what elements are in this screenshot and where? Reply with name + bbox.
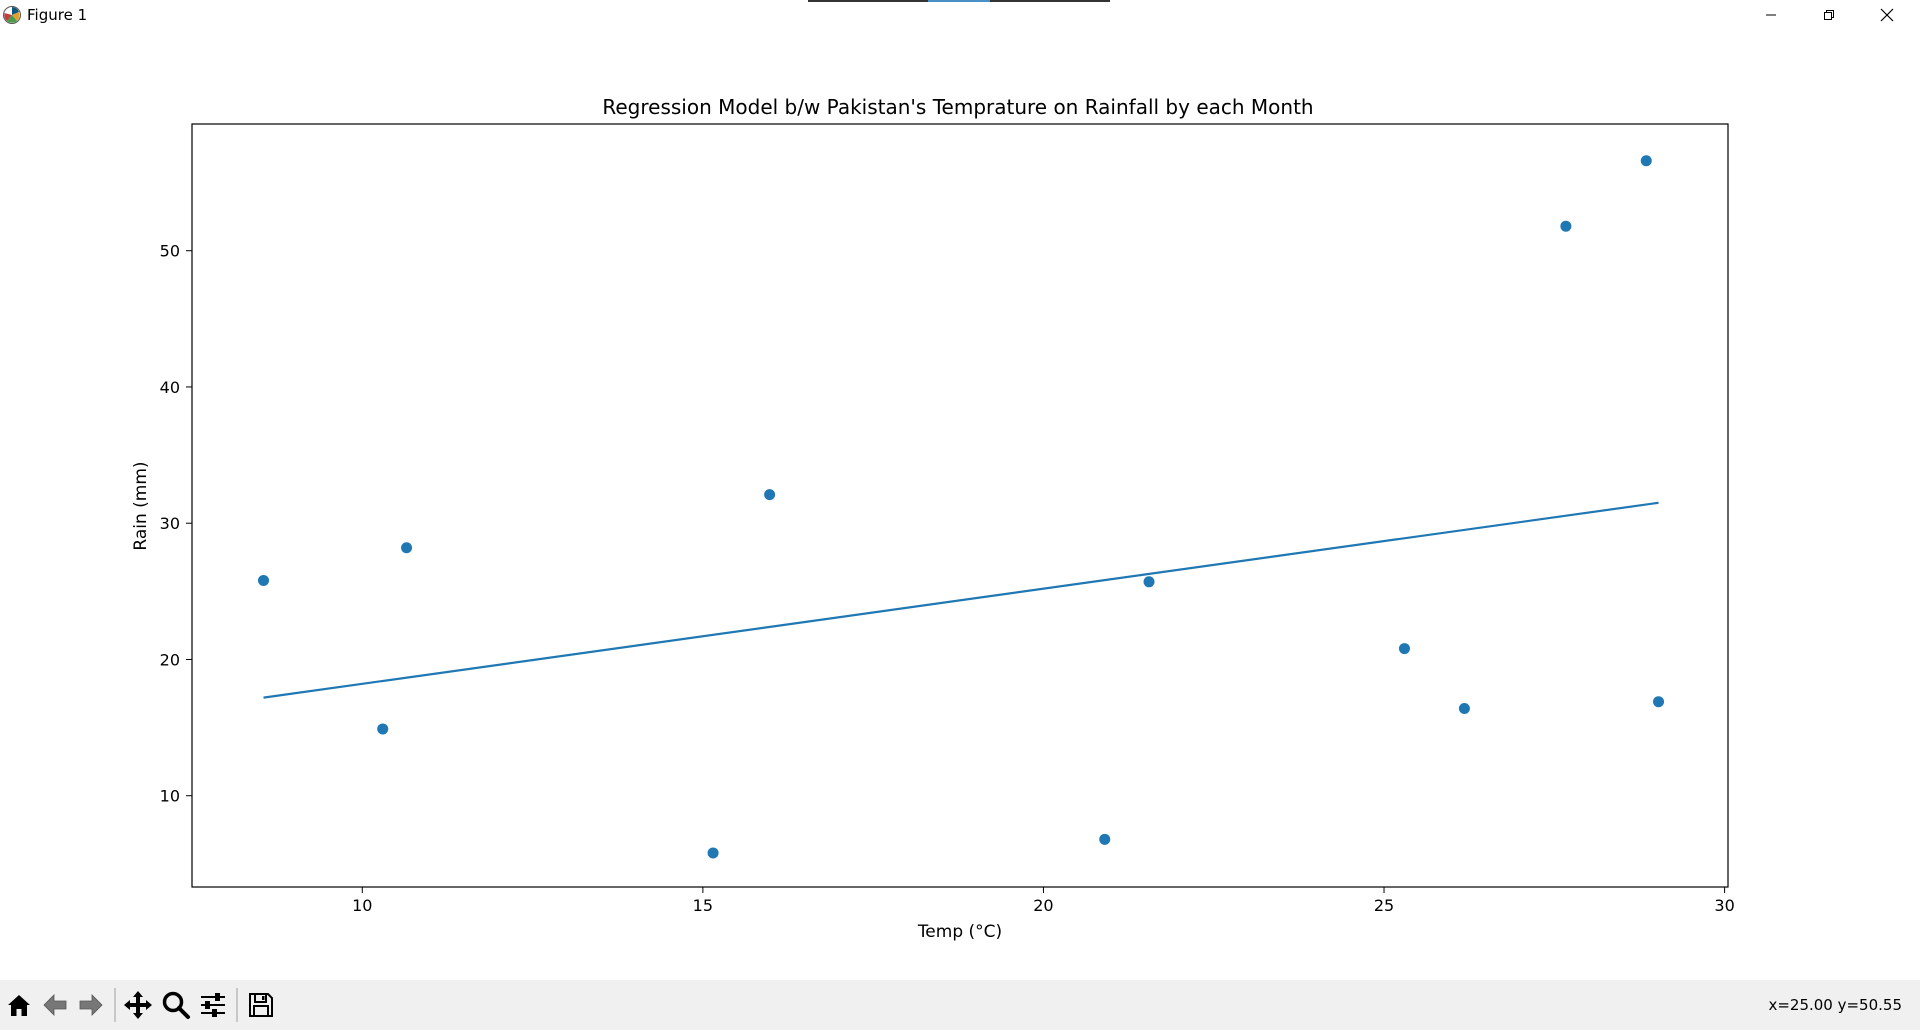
window-title: Figure 1: [27, 6, 88, 24]
axes-frame: [191, 123, 1729, 888]
minimize-button[interactable]: [1742, 0, 1800, 30]
data-point: [707, 847, 719, 859]
regression-line-layer: [263, 501, 1659, 699]
data-point: [1458, 703, 1470, 715]
figure-canvas[interactable]: Regression Model b/w Pakistan's Tempratu…: [0, 30, 1920, 980]
zoom-button[interactable]: [159, 988, 193, 1022]
title-bar[interactable]: Figure 1: [0, 0, 1920, 30]
data-point: [1398, 643, 1410, 655]
x-tick-label: 15: [693, 896, 713, 915]
data-point: [258, 574, 270, 586]
y-tick-label: 30: [160, 514, 180, 533]
x-axis-label: Temp (°C): [917, 922, 1002, 942]
cursor-coordinates: x=25.00 y=50.55: [1768, 996, 1902, 1014]
floppy-disk-icon: [249, 993, 273, 1017]
restore-icon: [1824, 10, 1834, 20]
toolbar-separator: [236, 988, 238, 1022]
y-tick-label: 10: [160, 787, 180, 806]
toolbar-separator: [114, 988, 116, 1022]
close-icon: [1880, 8, 1894, 22]
data-point: [401, 542, 413, 554]
close-button[interactable]: [1858, 0, 1916, 30]
subplots-button[interactable]: [196, 988, 230, 1022]
scatter-plot[interactable]: Regression Model b/w Pakistan's Tempratu…: [0, 30, 1920, 980]
save-button[interactable]: [244, 988, 278, 1022]
x-tick-label: 30: [1714, 896, 1734, 915]
y-axis-label: Rain (mm): [131, 461, 151, 550]
home-button[interactable]: [2, 988, 36, 1022]
arrow-left-icon: [43, 994, 67, 1016]
move-icon: [124, 991, 152, 1019]
x-tick-label: 20: [1033, 896, 1053, 915]
x-tick-label: 25: [1374, 896, 1394, 915]
restore-button[interactable]: [1800, 0, 1858, 30]
y-tick-label: 40: [160, 378, 180, 397]
regression-line: [263, 501, 1659, 699]
title-bar-accent-highlight: [928, 0, 990, 2]
pan-button[interactable]: [121, 988, 155, 1022]
data-point: [1640, 155, 1652, 167]
back-button[interactable]: [38, 988, 72, 1022]
y-tick-label: 20: [160, 650, 180, 669]
x-tick-label: 10: [352, 896, 372, 915]
navigation-toolbar: x=25.00 y=50.55: [0, 980, 1920, 1030]
data-point: [1099, 833, 1111, 845]
magnifier-icon: [162, 991, 190, 1019]
data-point: [764, 489, 776, 501]
data-point: [1143, 576, 1155, 588]
forward-button[interactable]: [74, 988, 108, 1022]
data-point: [377, 723, 389, 735]
data-points-layer: [258, 155, 1665, 859]
home-icon: [8, 995, 30, 1016]
minimize-icon: [1766, 14, 1776, 16]
data-point: [1560, 220, 1572, 232]
matplotlib-logo-icon: [3, 6, 21, 24]
chart-title: Regression Model b/w Pakistan's Tempratu…: [602, 95, 1313, 119]
arrow-right-icon: [79, 994, 103, 1016]
sliders-icon: [201, 993, 225, 1017]
y-axis-ticks: 10 20 30 40 50: [160, 242, 192, 806]
x-axis-ticks: 10 15 20 25 30: [352, 887, 1735, 915]
data-point: [1653, 696, 1665, 708]
y-tick-label: 50: [160, 242, 180, 261]
